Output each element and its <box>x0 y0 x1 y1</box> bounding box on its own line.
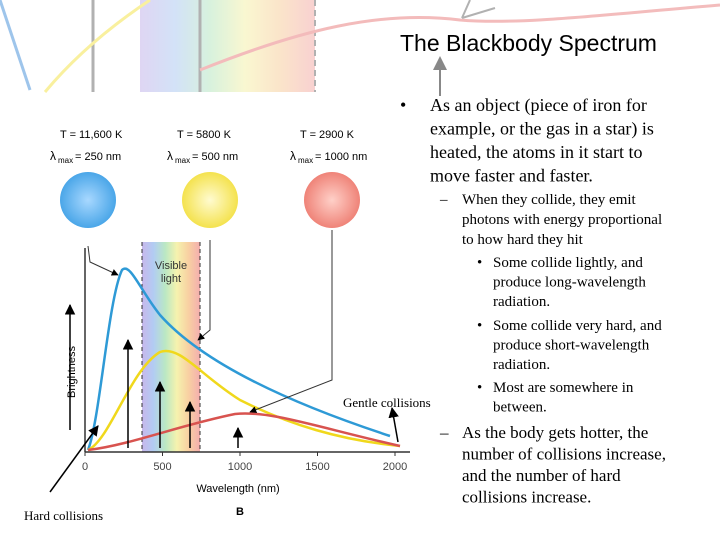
arrow-head <box>433 56 447 70</box>
bullet-text: between. <box>493 400 547 416</box>
x-tick-label: 1500 <box>305 461 329 473</box>
band-label: Visible <box>155 260 187 272</box>
bullet-text: and the number of hard <box>462 466 621 485</box>
x-tick-label: 0 <box>82 461 88 473</box>
star-temp: T = 2900 K <box>300 129 355 141</box>
star-temp: T = 11,600 K <box>60 129 123 141</box>
lambda-sub: max <box>58 156 73 165</box>
x-tick-label: 2000 <box>383 461 407 473</box>
bullet-text: move faster and faster. <box>430 166 593 186</box>
x-axis-label: Wavelength (nm) <box>196 483 279 495</box>
bullet-text: heated, the atoms in it start to <box>430 142 642 162</box>
bullet-text: number of collisions increase, <box>462 445 666 464</box>
bullet-text: radiation. <box>493 357 550 373</box>
bullet-text: When they collide, they emit <box>462 192 637 208</box>
top-decoration <box>0 0 720 93</box>
bullet-text: radiation. <box>493 294 550 310</box>
bullet-marker: • <box>477 380 482 396</box>
title: The Blackbody Spectrum <box>400 30 657 56</box>
x-tick-label: 1000 <box>228 461 252 473</box>
lambda-value: = 500 nm <box>192 151 238 163</box>
x-tick-label: 500 <box>153 461 171 473</box>
lambda-sub: max <box>298 156 313 165</box>
star-temp: T = 5800 K <box>177 129 232 141</box>
lambda: λ <box>167 149 173 163</box>
bullet-text: Some collide very hard, and <box>493 318 662 334</box>
panel-label: B <box>236 506 244 518</box>
bullet-text: collisions increase. <box>462 488 591 507</box>
bullet-text: example, or the gas in a star) is <box>430 119 654 140</box>
bullet-marker: • <box>400 95 406 115</box>
lambda-value: = 250 nm <box>75 151 121 163</box>
figure: T = 11,600 Kλ max = 250 nmT = 5800 Kλ max = … <box>49 129 410 518</box>
band-label: light <box>161 273 181 285</box>
lambda-value: = 1000 nm <box>315 151 367 163</box>
bullet-text: produce long-wavelength <box>493 275 646 291</box>
lambda: λ <box>290 149 296 163</box>
bullet-text: produce short-wavelength <box>493 338 650 354</box>
lambda: λ <box>50 149 56 163</box>
bullet-marker: • <box>477 255 482 271</box>
y-axis-label: Brightness <box>66 346 78 398</box>
lambda-sub: max <box>175 156 190 165</box>
annotation: Hard collisions <box>24 508 103 523</box>
bullet-text: Some collide lightly, and <box>493 255 643 271</box>
bullet-marker: – <box>439 192 448 208</box>
bullet-text: Most are somewhere in <box>493 380 634 396</box>
bullet-text: photons with energy proportional <box>462 212 662 228</box>
bullet-marker: – <box>439 423 449 442</box>
annotation: Gentle collisions <box>343 395 431 410</box>
bullet-text: As an object (piece of iron for <box>430 95 647 116</box>
bullet-text: As the body gets hotter, the <box>462 423 648 442</box>
bullet-text: to how hard they hit <box>462 232 584 248</box>
bullet-marker: • <box>477 318 482 334</box>
